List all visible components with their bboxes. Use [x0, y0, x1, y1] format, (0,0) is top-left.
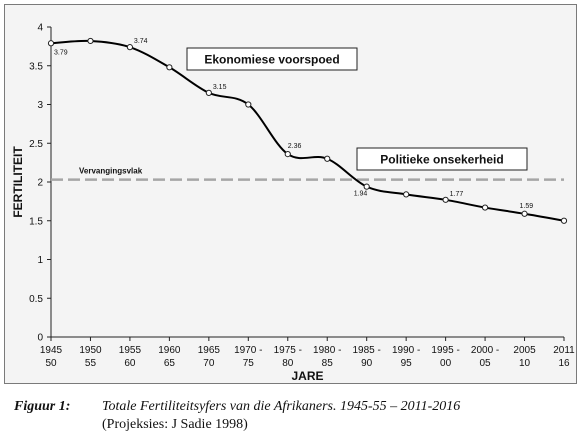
data-point — [245, 101, 252, 108]
x-tick-label: 1975 - — [274, 345, 302, 356]
caption-text: Totale Fertiliteitsyfers van die Afrikan… — [102, 399, 461, 414]
x-tick-label: 1980 - — [313, 345, 341, 356]
y-tick-label: 0 — [37, 333, 43, 344]
annotation-box — [356, 147, 528, 171]
x-tick-label: 70 — [203, 358, 215, 369]
x-tick-label: 1945 — [40, 345, 63, 356]
x-tick-label: 85 — [322, 358, 334, 369]
x-tick-label: 90 — [361, 358, 373, 369]
y-tick-label: 3.5 — [29, 61, 43, 72]
data-point — [403, 191, 410, 198]
data-point — [442, 196, 449, 203]
x-tick-label: 1995 - — [431, 345, 459, 356]
fertility-series-line — [50, 39, 565, 222]
data-label: 3.15 — [213, 84, 227, 91]
data-label: 3.74 — [134, 38, 148, 45]
annotation-label: Politieke onsekerheid — [380, 153, 503, 167]
caption-label: Figuur 1: — [14, 399, 71, 414]
x-tick-label: 1970 - — [234, 345, 262, 356]
x-tick-label: 55 — [85, 358, 97, 369]
x-tick-label: 1985 - — [353, 345, 381, 356]
data-point — [47, 40, 55, 47]
x-tick-label: 1960 — [158, 345, 181, 356]
x-tick-label: 2011 — [553, 345, 575, 356]
data-label: 1.77 — [450, 191, 464, 198]
x-tick-label: 1955 — [119, 345, 142, 356]
data-point — [363, 183, 370, 190]
y-tick-label: 1 — [37, 255, 43, 266]
data-label: 2.36 — [288, 143, 302, 150]
replacement-level-label: Vervangingsvlak — [79, 167, 143, 176]
y-tick-label: 4 — [37, 23, 43, 34]
annotation-box — [186, 47, 358, 71]
data-point — [205, 89, 212, 96]
x-tick-label: 00 — [440, 358, 452, 369]
data-point — [481, 204, 489, 211]
x-tick-label: 2000 - — [471, 345, 499, 356]
x-axis-title: JARE — [291, 369, 323, 383]
x-tick-label: 2005 — [513, 345, 536, 356]
x-tick-label: 05 — [480, 358, 492, 369]
y-axis-title: FERTILITEIT — [11, 146, 25, 218]
x-tick-label: 95 — [401, 358, 413, 369]
x-tick-label: 50 — [45, 358, 57, 369]
data-point — [560, 217, 568, 224]
plot-area — [51, 27, 564, 337]
y-tick-label: 1.5 — [29, 216, 43, 227]
x-tick-label: 1990 - — [392, 345, 420, 356]
data-point — [126, 44, 134, 51]
x-tick-label: 1950 — [79, 345, 102, 356]
data-label: 1.59 — [520, 203, 534, 210]
data-point — [87, 37, 94, 45]
data-point — [521, 210, 528, 217]
x-tick-label: 80 — [282, 358, 294, 369]
data-point — [324, 155, 331, 162]
data-label: 3.79 — [54, 49, 68, 56]
caption-subtext: (Projeksies: J Sadie 1998) — [102, 417, 248, 432]
data-label: 1.94 — [354, 191, 368, 198]
annotation-label: Ekonomiese voorspoed — [204, 53, 339, 67]
x-tick-label: 65 — [164, 358, 176, 369]
x-tick-label: 10 — [519, 358, 531, 369]
data-point — [284, 151, 291, 158]
y-tick-label: 3 — [37, 100, 43, 111]
y-tick-label: 0.5 — [29, 294, 43, 305]
x-tick-label: 1965 — [198, 345, 221, 356]
y-tick-label: 2.5 — [29, 139, 43, 150]
x-tick-label: 60 — [124, 358, 136, 369]
x-tick-label: 16 — [558, 358, 570, 369]
fertility-line-chart: 0 0.5 1 1.5 2 2.5 3 3.5 4 1945 50 1950 55 1955 60 1960 6… — [11, 23, 575, 384]
data-point — [166, 64, 173, 71]
y-tick-label: 2 — [37, 178, 43, 189]
x-tick-label: 75 — [243, 358, 255, 369]
